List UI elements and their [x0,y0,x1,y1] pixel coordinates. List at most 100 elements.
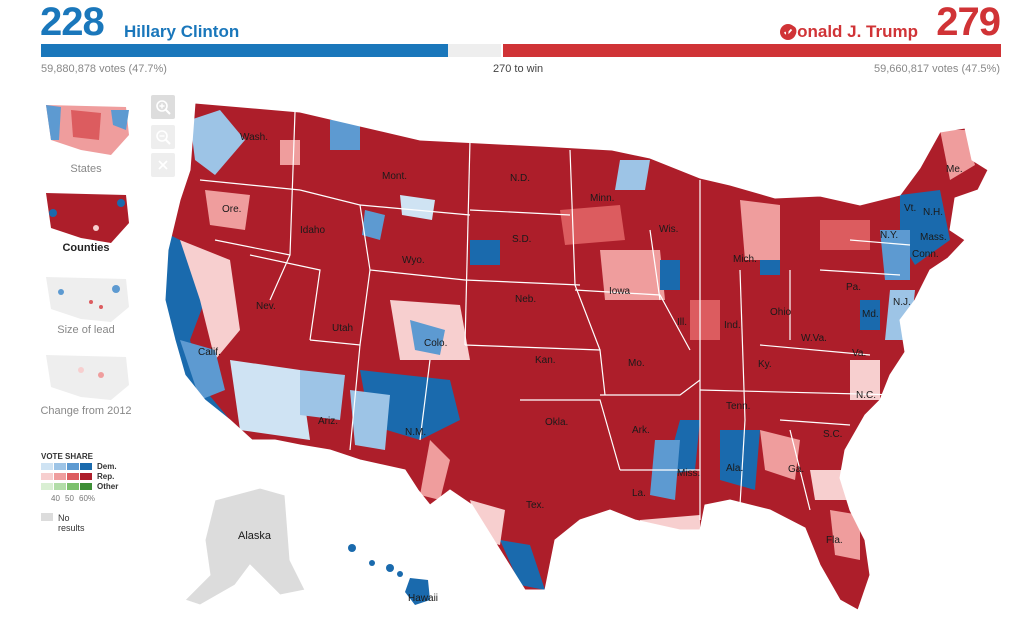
state-label-ak: Alaska [238,530,272,542]
close-icon [158,160,168,170]
state-label-nm: N.M. [405,427,426,438]
legend-swatch [67,483,79,490]
states-thumbnail [46,105,129,155]
state-label-ma: Mass. [920,232,947,243]
legend-swatch [80,473,92,480]
state-label-nv: Nev. [256,301,276,312]
legend-title: VOTE SHARE [41,452,94,461]
legend-tick-50: 50 [65,494,74,503]
state-label-tn: Tenn. [726,401,750,412]
view-states[interactable]: States [36,95,136,175]
no-results-label: No results [58,513,85,533]
state-label-ky: Ky. [758,359,772,370]
legend-swatch [54,483,66,490]
state-label-co: Colo. [424,338,447,349]
legend-tick-60: 60% [79,494,96,503]
no-results-swatch [41,513,53,521]
state-label-ut: Utah [332,323,353,334]
state-label-mn: Minn. [590,193,614,204]
legend-swatch [80,463,92,470]
state-label-mt: Mont. [382,171,407,182]
view-label-change: Change from 2012 [40,405,132,417]
legend-swatch [54,463,66,470]
vote-share-legend: VOTE SHARE Dem. Rep. Other 40 50 60% No re… [41,452,118,533]
state-label-fl: Fla. [826,535,843,546]
state-label-az: Ariz. [318,416,338,427]
electoral-bar-dem [41,44,448,57]
dem-popular-vote: 59,880,878 votes (47.7%) [41,63,167,75]
state-label-wy: Wyo. [402,255,425,266]
legend-swatch [54,473,66,480]
hawaii-shape[interactable] [348,544,430,605]
state-label-va: Va. [852,348,866,359]
state-label-vt: Vt. [904,203,916,214]
legend-swatch [41,473,53,480]
view-label-size-of-lead: Size of lead [57,324,115,336]
state-label-il: Ill. [677,317,687,328]
state-label-nd: N.D. [510,173,530,184]
state-label-ca: Calif. [198,347,221,358]
rep-electoral-count: 279 [936,0,1001,44]
zoom-out-button[interactable] [151,125,175,149]
state-label-sd: S.D. [512,234,531,245]
state-borders [199,111,911,520]
rep-popular-vote: 59,660,817 votes (47.5%) [874,63,1000,75]
state-label-tx: Tex. [526,500,544,511]
results-header: 228 Hillary Clinton Donald J. Trump 279 … [0,0,1024,80]
state-label-wi: Wis. [659,224,678,235]
legend-swatch [67,473,79,480]
view-size-of-lead[interactable]: Size of lead [36,267,136,336]
state-label-mi: Mich. [733,254,757,265]
threshold-label: 270 to win [493,63,544,75]
zoom-out-icon [156,130,171,145]
change-thumbnail [46,355,129,400]
state-label-wa: Wash. [240,132,268,143]
state-label-ga: Ga. [788,464,804,475]
rep-candidate-name: Donald J. Trump [784,22,918,41]
state-label-nc: N.C. [856,390,876,401]
state-label-ct: Conn. [912,249,939,260]
state-label-ks: Kan. [535,355,556,366]
state-label-or: Ore. [222,204,241,215]
electoral-bar [41,44,1001,57]
state-label-sc: S.C. [823,429,842,440]
state-label-wv: W.Va. [801,333,827,344]
electoral-bar-rep [503,44,1001,57]
alaska-shape[interactable] [184,487,306,606]
legend-tick-40: 40 [51,494,60,503]
state-label-ok: Okla. [545,417,568,428]
counties-thumbnail [46,193,129,243]
legend-row-label: Dem. [97,462,117,471]
threshold-marker [501,44,503,57]
state-label-md: Md. [862,309,879,320]
legend-swatch [41,483,53,490]
legend-row-label: Other [97,482,119,491]
legend-row-label: Rep. [97,472,115,481]
state-label-ne: Neb. [515,294,536,305]
state-label-id: Idaho [300,225,325,236]
state-label-ia: Iowa [609,286,631,297]
legend-swatch [67,463,79,470]
view-counties[interactable]: Counties [36,183,136,254]
dem-electoral-count: 228 [40,0,105,44]
state-label-in: Ind. [724,320,741,331]
reset-zoom-button[interactable] [151,153,175,177]
zoom-in-icon [156,100,171,115]
view-label-states: States [70,163,102,175]
state-label-ny: N.Y. [880,230,898,241]
state-label-hi: Hawaii [408,593,438,604]
state-label-ms: Miss. [677,468,700,479]
dem-candidate-name: Hillary Clinton [124,22,240,41]
state-label-oh: Ohio [770,307,792,318]
legend-swatch [80,483,92,490]
legend-swatch [41,463,53,470]
state-label-la: La. [632,488,646,499]
winner-check-icon [780,24,796,40]
zoom-in-button[interactable] [151,95,175,119]
state-label-mo: Mo. [628,358,645,369]
state-label-nj: N.J. [893,297,911,308]
state-label-nh: N.H. [923,207,943,218]
view-change-from-2012[interactable]: Change from 2012 [36,345,136,417]
state-labels: Wash. Ore. Calif. Nev. Idaho Mont. Wyo. … [198,132,963,604]
